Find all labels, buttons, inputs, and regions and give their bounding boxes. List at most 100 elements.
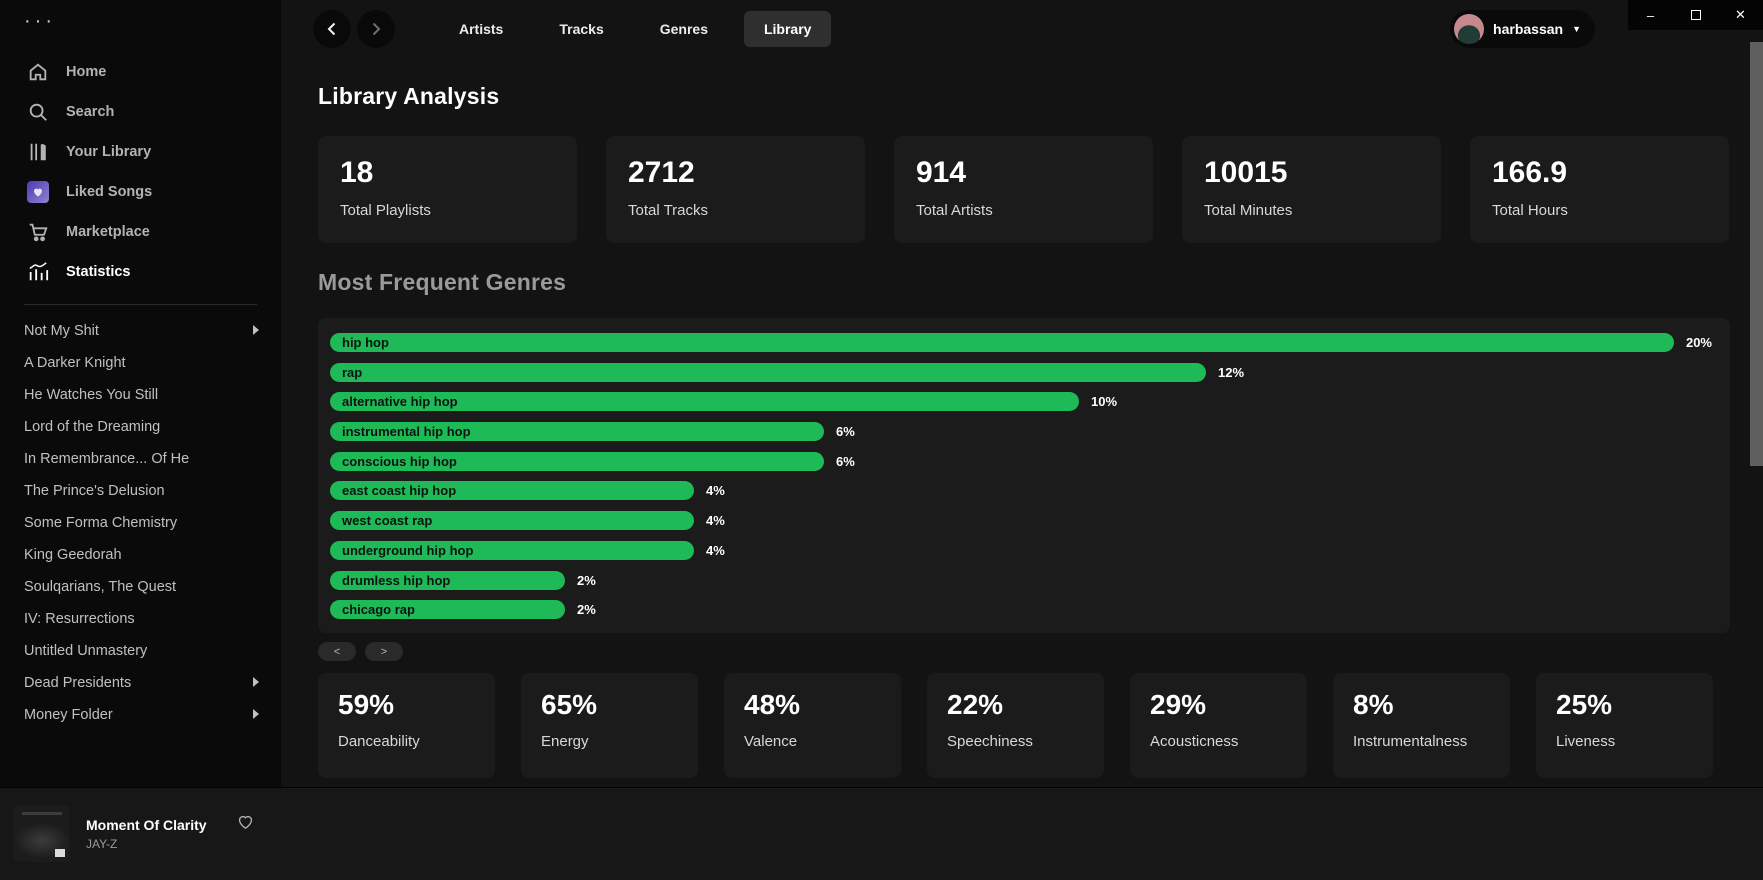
playlist-item[interactable]: Dead Presidents bbox=[0, 667, 281, 699]
sidebar-item-home[interactable]: Home bbox=[0, 52, 281, 92]
maximize-icon bbox=[1690, 10, 1701, 20]
library-stat-cards: 18 Total Playlists 2712 Total Tracks 914… bbox=[318, 136, 1729, 243]
playlist-item[interactable]: IV: Resurrections bbox=[24, 611, 135, 627]
genre-bar-row: chicago rap 2% bbox=[330, 600, 1712, 620]
sidebar-item-statistics[interactable]: Statistics bbox=[0, 252, 281, 292]
genre-bar: rap bbox=[330, 362, 1206, 382]
sidebar-item-search[interactable]: Search bbox=[0, 92, 281, 132]
playlist-item[interactable]: King Geedorah bbox=[24, 547, 122, 563]
sidebar-item-label: Liked Songs bbox=[66, 184, 153, 200]
chevron-right-icon bbox=[251, 674, 261, 692]
track-title: Moment Of Clarity bbox=[86, 817, 207, 833]
tab-library[interactable]: Library bbox=[743, 10, 832, 47]
sidebar-item-label: Search bbox=[66, 104, 115, 120]
chevron-down-icon: ▼ bbox=[1572, 24, 1581, 34]
genre-bar-row: conscious hip hop 6% bbox=[330, 451, 1712, 471]
playlist-item[interactable]: Soulqarians, The Quest bbox=[24, 579, 177, 595]
genre-percent: 2% bbox=[577, 572, 596, 588]
close-button[interactable]: ✕ bbox=[1735, 7, 1746, 22]
genre-bar-row: east coast hip hop 4% bbox=[330, 481, 1712, 501]
library-analysis-page: Library Analysis 18 Total Playlists 2712… bbox=[318, 57, 1730, 779]
like-button[interactable] bbox=[236, 812, 255, 836]
forward-button[interactable] bbox=[357, 9, 395, 48]
sidebar-item-marketplace[interactable]: Marketplace bbox=[0, 212, 281, 252]
maximize-button[interactable] bbox=[1673, 0, 1718, 30]
genre-bar-row: hip hop 20% bbox=[330, 333, 1712, 352]
album-art bbox=[14, 806, 70, 862]
genres-section-title: Most Frequent Genres bbox=[318, 269, 567, 295]
playlist-list: Not My Shit A Darker Knight He Watches Y… bbox=[0, 315, 281, 731]
genre-percent: 2% bbox=[577, 602, 596, 618]
playlist-item[interactable]: In Remembrance... Of He bbox=[24, 451, 190, 467]
playlist-item[interactable]: A Darker Knight bbox=[24, 355, 126, 371]
sidebar-item-label: Your Library bbox=[66, 144, 152, 160]
genre-bar: alternative hip hop bbox=[330, 392, 1079, 412]
genre-bar-row: alternative hip hop 10% bbox=[330, 392, 1712, 412]
track-meta: Moment Of Clarity JAY-Z bbox=[86, 817, 207, 851]
track-artist: JAY-Z bbox=[86, 837, 118, 851]
playlist-item[interactable]: The Prince's Delusion bbox=[24, 483, 165, 499]
chevron-right-icon bbox=[251, 706, 261, 724]
avatar bbox=[1454, 14, 1485, 44]
audio-feature-cards: 59% Danceability 65% Energy 48% Valence … bbox=[318, 673, 1729, 779]
stat-card-total-playlists: 18 Total Playlists bbox=[318, 136, 577, 243]
feature-card-speechiness: 22% Speechiness bbox=[927, 673, 1104, 779]
genre-bar-row: rap 12% bbox=[330, 362, 1712, 382]
genre-percent: 20% bbox=[1685, 335, 1712, 350]
genre-bar: instrumental hip hop bbox=[330, 422, 824, 442]
search-icon bbox=[26, 100, 50, 124]
minimize-button[interactable]: – bbox=[1646, 7, 1655, 23]
back-button[interactable] bbox=[313, 9, 351, 48]
genre-bar-row: underground hip hop 4% bbox=[330, 540, 1712, 560]
tab-artists[interactable]: Artists bbox=[459, 20, 504, 37]
username: harbassan bbox=[1493, 21, 1564, 37]
genre-bar: hip hop bbox=[330, 333, 1674, 352]
genre-bar: conscious hip hop bbox=[330, 451, 824, 471]
genres-prev-button[interactable]: < bbox=[318, 642, 356, 662]
genres-next-button[interactable]: > bbox=[365, 642, 403, 662]
stat-card-total-hours: 166.9 Total Hours bbox=[1470, 136, 1729, 243]
chevron-right-icon bbox=[251, 322, 261, 340]
tab-tracks[interactable]: Tracks bbox=[559, 20, 604, 37]
sidebar-item-label: Marketplace bbox=[66, 224, 150, 240]
genre-percent: 12% bbox=[1218, 364, 1245, 380]
playlist-item[interactable]: Lord of the Dreaming bbox=[24, 419, 161, 435]
tab-genres[interactable]: Genres bbox=[659, 20, 708, 37]
feature-card-instrumentalness: 8% Instrumentalness bbox=[1333, 673, 1510, 779]
topbar: Artists Tracks Genres Library harbassan … bbox=[281, 0, 1763, 57]
stat-card-total-tracks: 2712 Total Tracks bbox=[606, 136, 865, 243]
page-title: Library Analysis bbox=[318, 83, 500, 109]
app-menu-button[interactable]: ··· bbox=[24, 10, 56, 32]
genre-bar-row: west coast rap 4% bbox=[330, 511, 1712, 531]
sidebar-item-liked-songs[interactable]: Liked Songs bbox=[0, 172, 281, 212]
genre-bar-row: drumless hip hop 2% bbox=[330, 570, 1712, 590]
genre-percent: 4% bbox=[706, 542, 725, 558]
statistics-icon bbox=[26, 260, 50, 284]
genre-bar-row: instrumental hip hop 6% bbox=[330, 422, 1712, 442]
playlist-item[interactable]: Not My Shit bbox=[0, 315, 281, 347]
genres-pager: < > bbox=[318, 642, 1729, 662]
stats-tabs: Artists Tracks Genres Library bbox=[439, 10, 832, 47]
feature-card-valence: 48% Valence bbox=[724, 673, 901, 779]
playlist-item[interactable]: Some Forma Chemistry bbox=[24, 515, 178, 531]
genre-bar: west coast rap bbox=[330, 511, 694, 531]
stat-card-total-minutes: 10015 Total Minutes bbox=[1182, 136, 1441, 243]
genre-percent: 10% bbox=[1091, 394, 1118, 410]
user-menu[interactable]: harbassan ▼ bbox=[1450, 10, 1595, 48]
playlist-item[interactable]: Money Folder bbox=[0, 699, 281, 731]
player-bar: Moment Of Clarity JAY-Z 0 bbox=[0, 787, 1763, 880]
sidebar-item-label: Home bbox=[66, 64, 107, 80]
stat-card-total-artists: 914 Total Artists bbox=[894, 136, 1153, 243]
genre-percent: 4% bbox=[706, 483, 725, 499]
sidebar-item-your-library[interactable]: Your Library bbox=[0, 132, 281, 172]
playlist-item[interactable]: He Watches You Still bbox=[24, 387, 159, 403]
sidebar-nav: Home Search Your Library bbox=[0, 52, 281, 292]
scrollbar-thumb[interactable] bbox=[1750, 42, 1763, 466]
playlist-item[interactable]: Untitled Unmastery bbox=[24, 643, 148, 659]
feature-card-energy: 65% Energy bbox=[521, 673, 698, 779]
genre-percent: 6% bbox=[836, 424, 855, 440]
library-icon bbox=[26, 140, 50, 164]
window-controls: – ✕ bbox=[1628, 0, 1763, 30]
feature-card-danceability: 59% Danceability bbox=[318, 673, 495, 779]
